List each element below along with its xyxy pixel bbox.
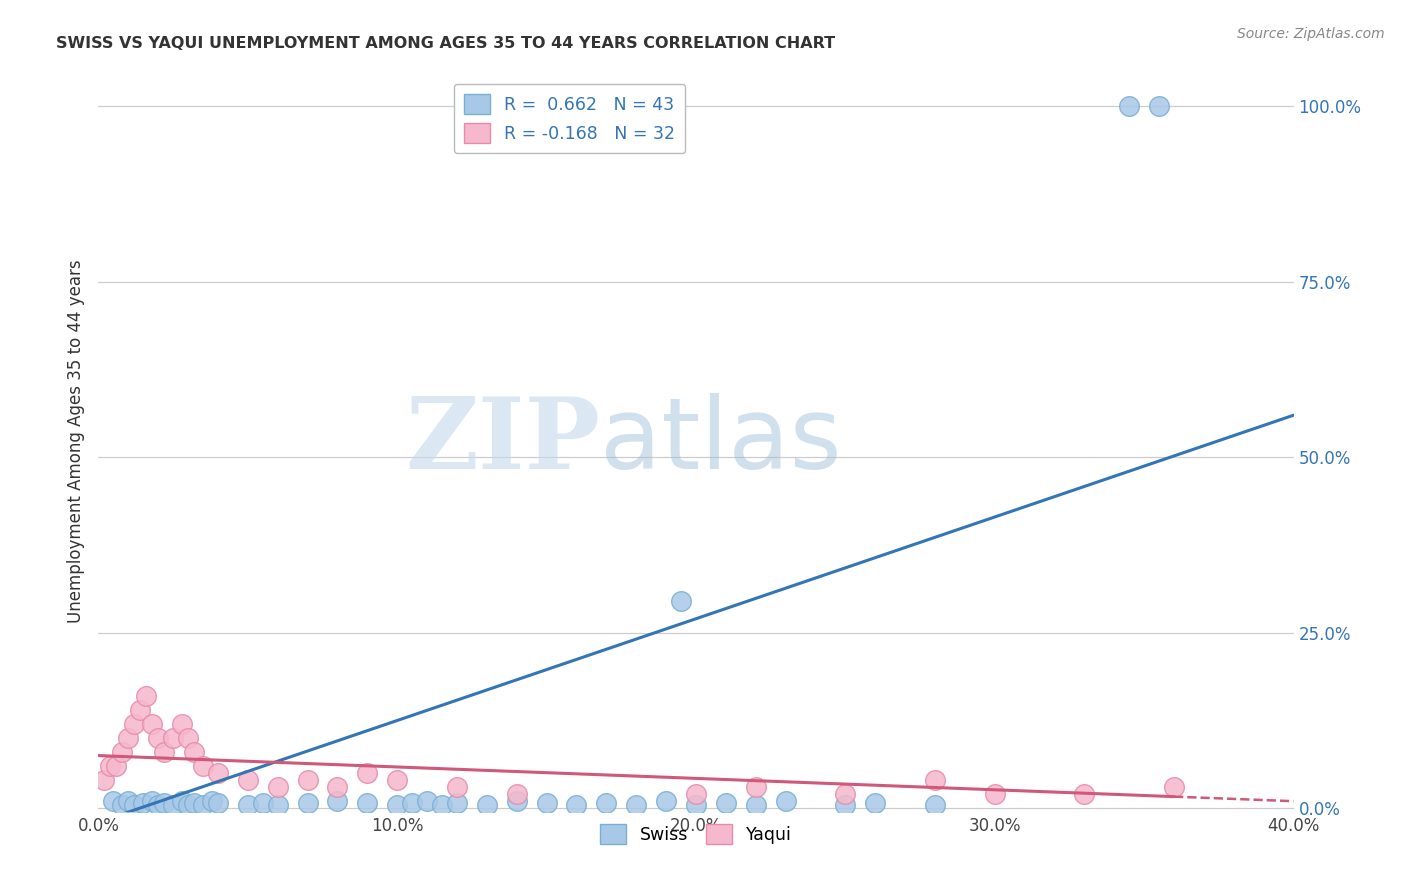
- Point: [685, 787, 707, 801]
- Point: [267, 797, 290, 812]
- Point: [834, 797, 856, 812]
- Point: [201, 794, 224, 808]
- Point: [984, 787, 1007, 801]
- Point: [105, 759, 128, 773]
- Point: [252, 796, 274, 810]
- Point: [595, 796, 617, 810]
- Point: [1073, 787, 1095, 801]
- Point: [93, 773, 115, 788]
- Point: [401, 796, 423, 810]
- Point: [326, 794, 349, 808]
- Point: [117, 794, 139, 808]
- Point: [1147, 99, 1170, 113]
- Point: [177, 797, 200, 812]
- Point: [132, 796, 155, 810]
- Point: [655, 794, 678, 808]
- Point: [153, 745, 176, 759]
- Point: [162, 731, 184, 745]
- Text: ZIP: ZIP: [405, 393, 600, 490]
- Point: [135, 689, 157, 703]
- Text: Source: ZipAtlas.com: Source: ZipAtlas.com: [1237, 27, 1385, 41]
- Y-axis label: Unemployment Among Ages 35 to 44 years: Unemployment Among Ages 35 to 44 years: [67, 260, 86, 624]
- Point: [153, 796, 176, 810]
- Point: [385, 773, 409, 788]
- Point: [326, 780, 349, 794]
- Point: [103, 794, 125, 808]
- Point: [924, 797, 946, 812]
- Point: [506, 787, 529, 801]
- Point: [177, 731, 200, 745]
- Point: [124, 717, 146, 731]
- Point: [183, 796, 205, 810]
- Point: [669, 594, 692, 608]
- Point: [297, 796, 319, 810]
- Legend: Swiss, Yaqui: Swiss, Yaqui: [593, 817, 799, 851]
- Text: atlas: atlas: [600, 393, 842, 490]
- Point: [430, 797, 453, 812]
- Point: [141, 794, 163, 808]
- Point: [865, 796, 887, 810]
- Point: [207, 766, 229, 780]
- Point: [124, 797, 146, 812]
- Point: [236, 797, 259, 812]
- Point: [98, 759, 122, 773]
- Point: [191, 759, 214, 773]
- Point: [356, 796, 378, 810]
- Point: [475, 797, 498, 812]
- Point: [1118, 99, 1140, 113]
- Point: [565, 797, 588, 812]
- Point: [267, 780, 290, 794]
- Point: [775, 794, 797, 808]
- Point: [416, 794, 439, 808]
- Point: [111, 797, 134, 812]
- Point: [172, 794, 194, 808]
- Point: [297, 773, 319, 788]
- Point: [111, 745, 134, 759]
- Point: [117, 731, 139, 745]
- Point: [506, 794, 529, 808]
- Point: [745, 797, 768, 812]
- Point: [191, 797, 214, 812]
- Point: [745, 780, 768, 794]
- Point: [446, 780, 468, 794]
- Point: [385, 797, 409, 812]
- Point: [172, 717, 194, 731]
- Point: [207, 796, 229, 810]
- Point: [162, 797, 184, 812]
- Point: [183, 745, 205, 759]
- Point: [626, 797, 648, 812]
- Point: [236, 773, 259, 788]
- Point: [141, 717, 163, 731]
- Point: [356, 766, 378, 780]
- Text: SWISS VS YAQUI UNEMPLOYMENT AMONG AGES 35 TO 44 YEARS CORRELATION CHART: SWISS VS YAQUI UNEMPLOYMENT AMONG AGES 3…: [56, 36, 835, 51]
- Point: [1163, 780, 1185, 794]
- Point: [834, 787, 856, 801]
- Point: [129, 703, 152, 717]
- Point: [924, 773, 946, 788]
- Point: [148, 797, 170, 812]
- Point: [148, 731, 170, 745]
- Point: [714, 796, 737, 810]
- Point: [446, 796, 468, 810]
- Point: [685, 797, 707, 812]
- Point: [536, 796, 558, 810]
